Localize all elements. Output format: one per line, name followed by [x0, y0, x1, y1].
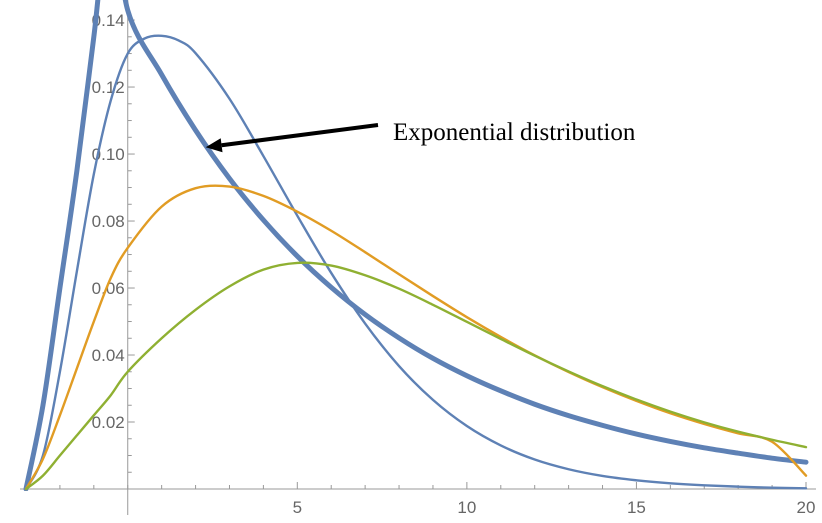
- series-line-4: [24, 261, 808, 491]
- y-tick-label: 0.14: [92, 11, 125, 30]
- annotation-exponential-distribution: Exponential distribution: [393, 119, 636, 146]
- x-tick-label: 15: [627, 498, 646, 517]
- annotation-arrow-shaft: [221, 123, 379, 148]
- y-tick-label: 0.06: [92, 279, 125, 298]
- x-tick-label: 5: [293, 498, 302, 517]
- y-tick-label: 0.04: [92, 346, 125, 365]
- annotation-arrow-head: [205, 138, 223, 153]
- series-line-3: [24, 184, 808, 491]
- y-tick-label: 0.12: [92, 78, 125, 97]
- y-tick-label: 0.08: [92, 212, 125, 231]
- series-line-1: [23, 0, 809, 491]
- series-line-2: [24, 34, 808, 491]
- x-tick-label: 10: [457, 498, 476, 517]
- x-tick-label: 20: [797, 498, 816, 517]
- annotation-layer: Exponential distribution: [205, 119, 636, 153]
- axes: 5 10 15 200.020.040.060.080.100.120.14: [20, 0, 816, 517]
- y-tick-label: 0.02: [92, 413, 125, 432]
- series-layer: [23, 0, 809, 491]
